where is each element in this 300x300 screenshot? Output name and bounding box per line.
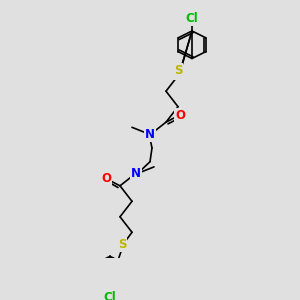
Text: Cl: Cl (186, 12, 198, 25)
Text: N: N (131, 167, 141, 180)
Text: O: O (175, 109, 185, 122)
Text: S: S (118, 238, 126, 251)
Text: O: O (101, 172, 111, 185)
Text: S: S (174, 64, 182, 77)
Text: S: S (174, 66, 182, 79)
Text: N: N (145, 128, 155, 141)
Text: Cl: Cl (103, 291, 116, 300)
